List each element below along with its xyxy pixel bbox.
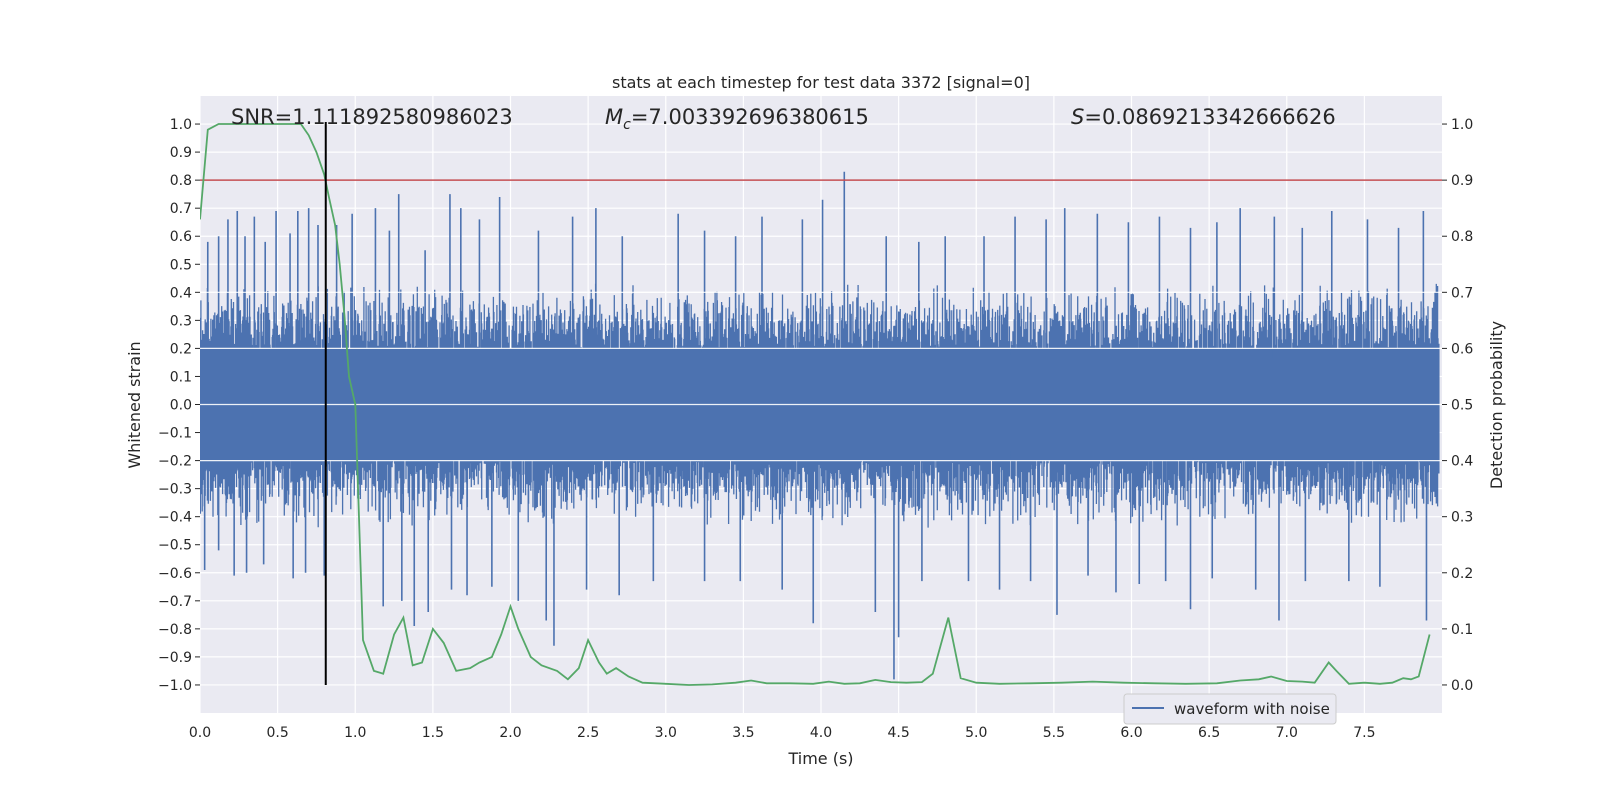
x-tick-label: 4.5: [887, 725, 909, 741]
x-tick-label: 6.0: [1120, 725, 1142, 741]
y2-tick-label: 0.6: [1451, 341, 1473, 357]
x-tick-label: 7.5: [1353, 725, 1375, 741]
x-tick-label: 0.0: [189, 725, 211, 741]
y2-tick-label: 1.0: [1451, 117, 1473, 133]
y-tick-label: 0.9: [170, 145, 192, 161]
y-axis-label: Whitened strain: [125, 341, 144, 468]
y2-tick-label: 0.0: [1451, 678, 1473, 694]
probability-curve: [200, 123, 1431, 686]
x-tick-label: 0.5: [266, 725, 288, 741]
y-tick-label: 0.6: [170, 229, 192, 245]
x-tick-label: 2.0: [499, 725, 521, 741]
x-tick-label: 2.5: [577, 725, 599, 741]
x-tick-label: 1.0: [344, 725, 366, 741]
waveform-trace: [200, 283, 1440, 528]
y2-tick-label: 0.7: [1451, 285, 1473, 301]
y-tick-label: 0.4: [170, 285, 192, 301]
y2-tick-label: 0.4: [1451, 454, 1473, 470]
y-tick-label: −0.4: [158, 510, 192, 526]
y2-tick-label: 0.5: [1451, 398, 1473, 414]
x-tick-label: 5.5: [1043, 725, 1065, 741]
y-tick-label: −0.5: [158, 538, 192, 554]
y-tick-label: −0.7: [158, 594, 192, 610]
x-tick-label: 3.0: [655, 725, 677, 741]
y-tick-label: −0.2: [158, 454, 192, 470]
y2-tick-label: 0.8: [1451, 229, 1473, 245]
y-tick-label: −0.8: [158, 622, 192, 638]
x-axis-label: Time (s): [787, 749, 853, 768]
y-tick-label: 1.0: [170, 117, 192, 133]
y-tick-label: −0.9: [158, 650, 192, 666]
x-tick-label: 1.5: [422, 725, 444, 741]
legend-box: [1123, 693, 1337, 725]
y-tick-label: 0.3: [170, 313, 192, 329]
overlay-marks: [200, 122, 1442, 686]
axes: 0.0 0.5 1.0 1.5 2.0 2.5 3.0 3.5 4.0 4.5 5.0 5.5 6.0 6…: [158, 117, 1473, 741]
y-tick-label: 0.8: [170, 173, 192, 189]
y2-axis-label: Detection probability: [1487, 321, 1506, 489]
x-tick-label: 6.5: [1198, 725, 1220, 741]
x-tick-label: 5.0: [965, 725, 987, 741]
s-annotation: S=0.0869213342666626: [1071, 105, 1336, 129]
x-tick-label: 4.0: [810, 725, 832, 741]
y2-tick-label: 0.1: [1451, 622, 1473, 638]
y-tick-label: 0.2: [170, 341, 192, 357]
y-tick-label: 0.1: [170, 369, 192, 385]
y-tick-label: 0.7: [170, 201, 192, 217]
waveform-series: [200, 171, 1442, 680]
y-tick-label: −0.3: [158, 482, 192, 498]
x-tick-label: 3.5: [732, 725, 754, 741]
legend: waveform with noise: [1123, 693, 1337, 725]
y2-tick-label: 0.2: [1451, 566, 1473, 582]
y2-tick-label: 0.9: [1451, 173, 1473, 189]
y-tick-label: 0.0: [170, 398, 192, 414]
snr-annotation: SNR=1.111892580986023: [231, 105, 513, 129]
chart-title: stats at each timestep for test data 337…: [612, 73, 1030, 92]
mc-annotation: Mc=7.003392696380615: [605, 105, 869, 133]
legend-label: waveform with noise: [1174, 700, 1330, 718]
x-tick-label: 7.0: [1276, 725, 1298, 741]
y2-tick-label: 0.3: [1451, 510, 1473, 526]
y-tick-label: −0.6: [158, 566, 192, 582]
y-tick-label: 0.5: [170, 257, 192, 273]
y-tick-label: −1.0: [158, 678, 192, 694]
y-tick-label: −0.1: [158, 426, 192, 442]
